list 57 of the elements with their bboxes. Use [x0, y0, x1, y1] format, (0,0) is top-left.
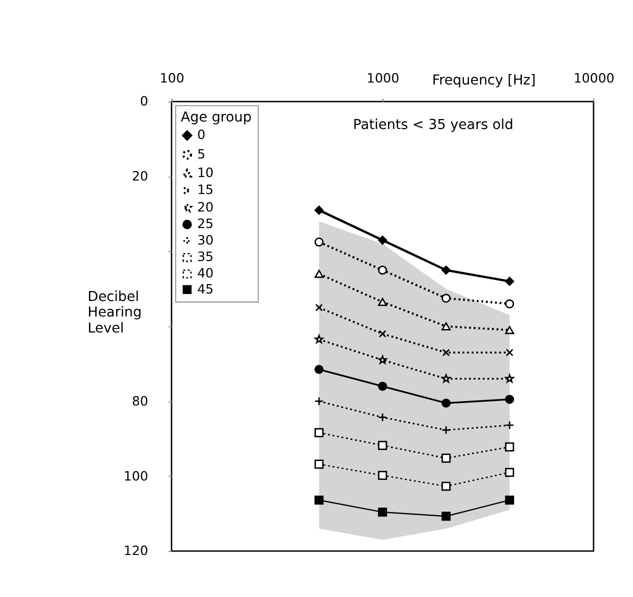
legend-label: 0 [197, 128, 206, 144]
point [378, 412, 388, 422]
point [314, 206, 324, 215]
point [506, 348, 514, 356]
point [442, 398, 451, 408]
point [442, 294, 451, 303]
point [378, 470, 388, 480]
point [442, 454, 451, 463]
point [315, 304, 323, 312]
y-tick-label: 20 [132, 170, 148, 185]
point [378, 508, 388, 517]
point [314, 238, 324, 247]
point [378, 298, 388, 306]
point [505, 420, 514, 430]
legend-label: 10 [197, 166, 214, 181]
point [442, 266, 451, 275]
point [314, 428, 324, 438]
legend-label: 40 [197, 266, 214, 282]
point [314, 270, 324, 278]
point [314, 460, 324, 469]
point [378, 266, 388, 275]
point [314, 496, 324, 505]
point [442, 482, 451, 491]
point [442, 426, 451, 435]
point [505, 468, 514, 477]
y-tick-label: 0 [140, 94, 148, 110]
point [378, 330, 386, 338]
annotation: Patients < 35 years old [353, 117, 514, 134]
point [505, 442, 514, 452]
legend-label: 25 [197, 217, 214, 232]
legend-label: 30 [197, 234, 214, 249]
point [378, 236, 388, 245]
point [378, 440, 388, 450]
x-tick-label: 10000 [574, 72, 614, 87]
point [505, 496, 514, 505]
legend-label: 5 [197, 147, 206, 162]
legend-label: 20 [197, 200, 214, 216]
legend-label: 45 [197, 282, 214, 298]
point [442, 512, 451, 521]
point [505, 276, 514, 286]
y-tick-label: 120 [124, 544, 148, 560]
legend-label: 35 [197, 250, 214, 266]
x-axis-title: Frequency [Hz] [432, 72, 536, 89]
y-axis-title: Decibel Hearing Level [88, 289, 142, 336]
y-tick-label: 80 [132, 394, 148, 410]
point [505, 326, 514, 334]
legend-label: 15 [197, 183, 214, 198]
legend-title: Age group [180, 110, 252, 126]
x-tick-label: 100 [160, 72, 184, 87]
point [314, 396, 324, 406]
point [505, 394, 514, 404]
point [442, 348, 450, 356]
point [314, 364, 324, 374]
point [378, 382, 388, 391]
y-tick-label: 100 [124, 469, 148, 484]
x-tick-label: 1000 [366, 72, 400, 87]
point [442, 322, 451, 330]
